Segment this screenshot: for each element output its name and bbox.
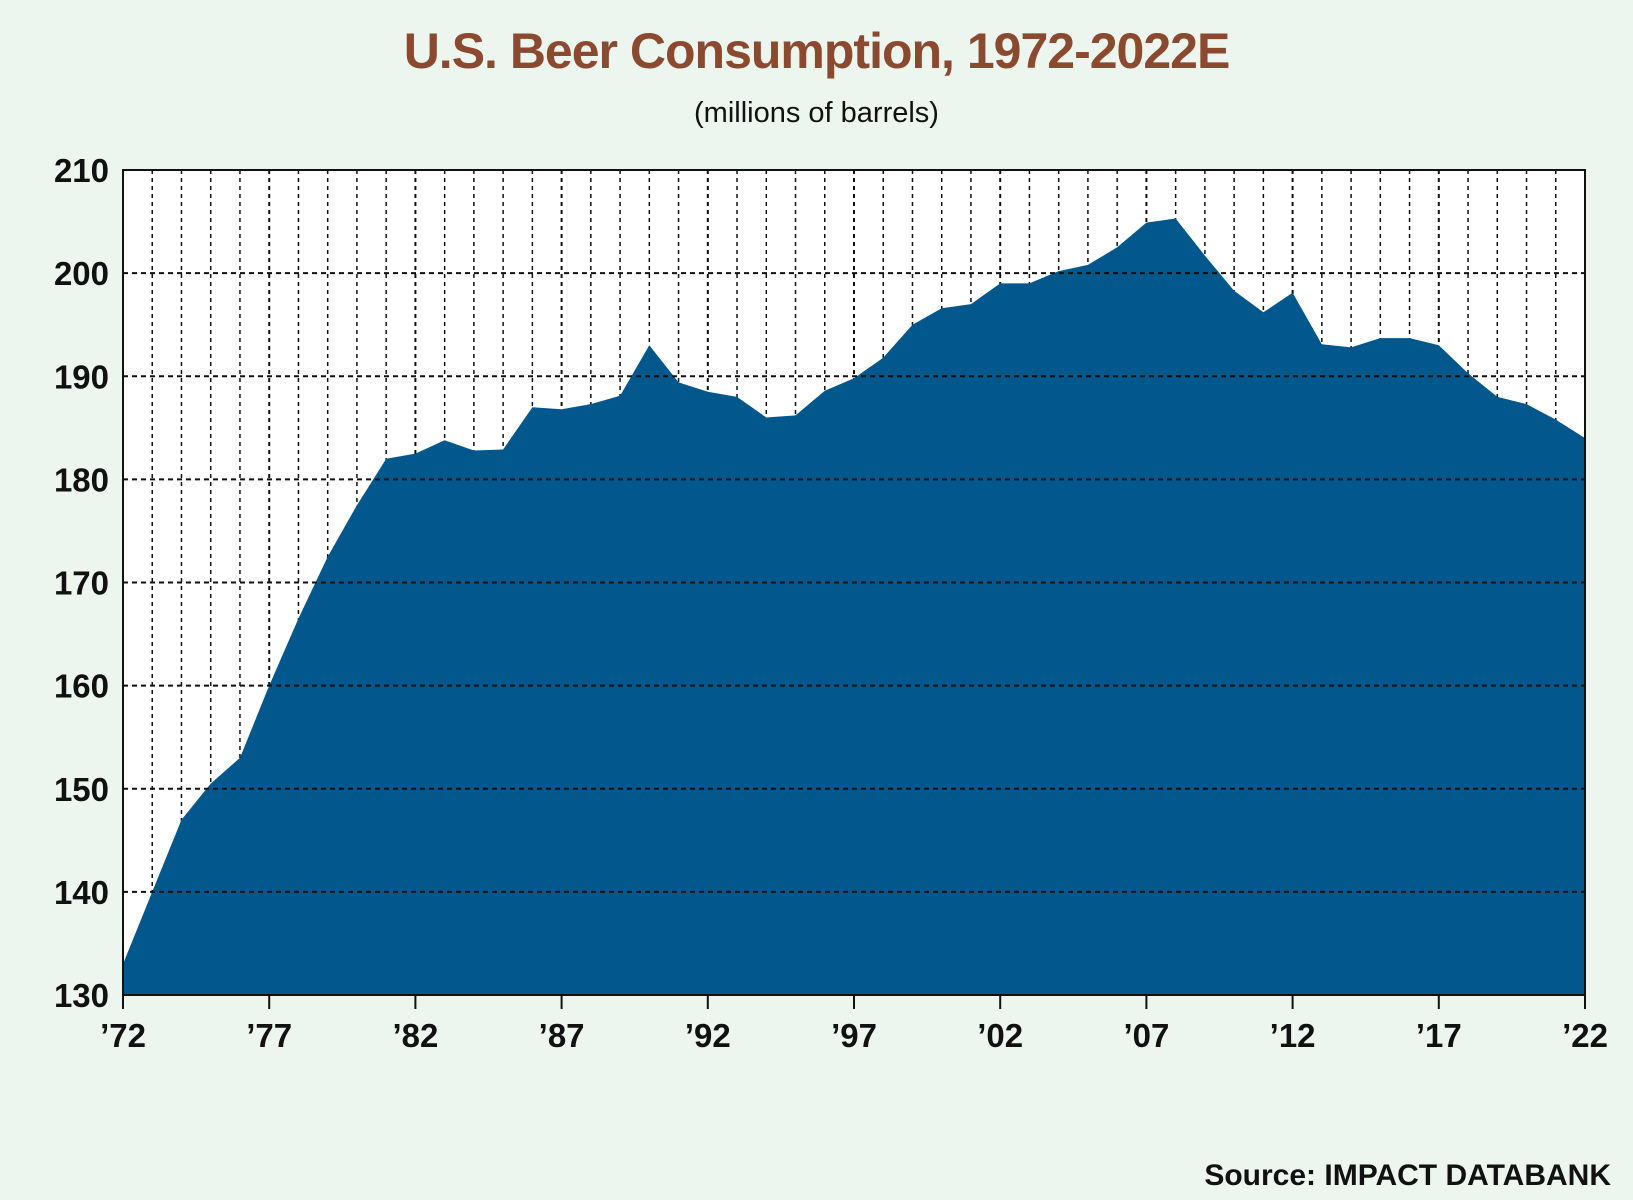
x-tick-label: ’82 [392, 1017, 438, 1054]
y-axis-ticks: 130 140 150 160 170 180 190 200 210 [54, 152, 109, 1014]
y-tick-label: 190 [54, 358, 109, 395]
y-tick-label: 160 [54, 668, 109, 705]
y-tick-label: 170 [54, 565, 109, 602]
x-tick-label: ’72 [100, 1017, 146, 1054]
x-tick-label: ’02 [977, 1017, 1023, 1054]
source-note: Source: IMPACT DATABANK [1204, 1159, 1611, 1192]
y-tick-label: 200 [54, 255, 109, 292]
y-tick-label: 180 [54, 461, 109, 498]
area-layer [123, 218, 1585, 995]
horizontal-gridlines [123, 272, 1585, 893]
x-axis-ticks: ’72 ’77 ’82 ’87 ’92 ’97 ’02 ’07 ’12 ’17 ’22 [100, 995, 1608, 1054]
y-tick-label: 150 [54, 771, 109, 808]
chart-subtitle: (millions of barrels) [694, 97, 939, 129]
y-tick-label: 140 [54, 874, 109, 911]
x-tick-label: ’22 [1562, 1017, 1608, 1054]
x-tick-label: ’97 [831, 1017, 877, 1054]
x-tick-label: ’12 [1270, 1017, 1316, 1054]
consumption-area [123, 218, 1585, 995]
x-tick-label: ’07 [1123, 1017, 1169, 1054]
x-tick-label: ’17 [1416, 1017, 1462, 1054]
vertical-gridlines [151, 170, 1557, 995]
x-tick-label: ’92 [685, 1017, 731, 1054]
x-tick-label: ’87 [539, 1017, 585, 1054]
chart-title: U.S. Beer Consumption, 1972-2022E [403, 23, 1231, 79]
y-tick-label: 210 [54, 152, 109, 189]
y-tick-label: 130 [54, 977, 109, 1014]
x-tick-label: ’77 [246, 1017, 292, 1054]
